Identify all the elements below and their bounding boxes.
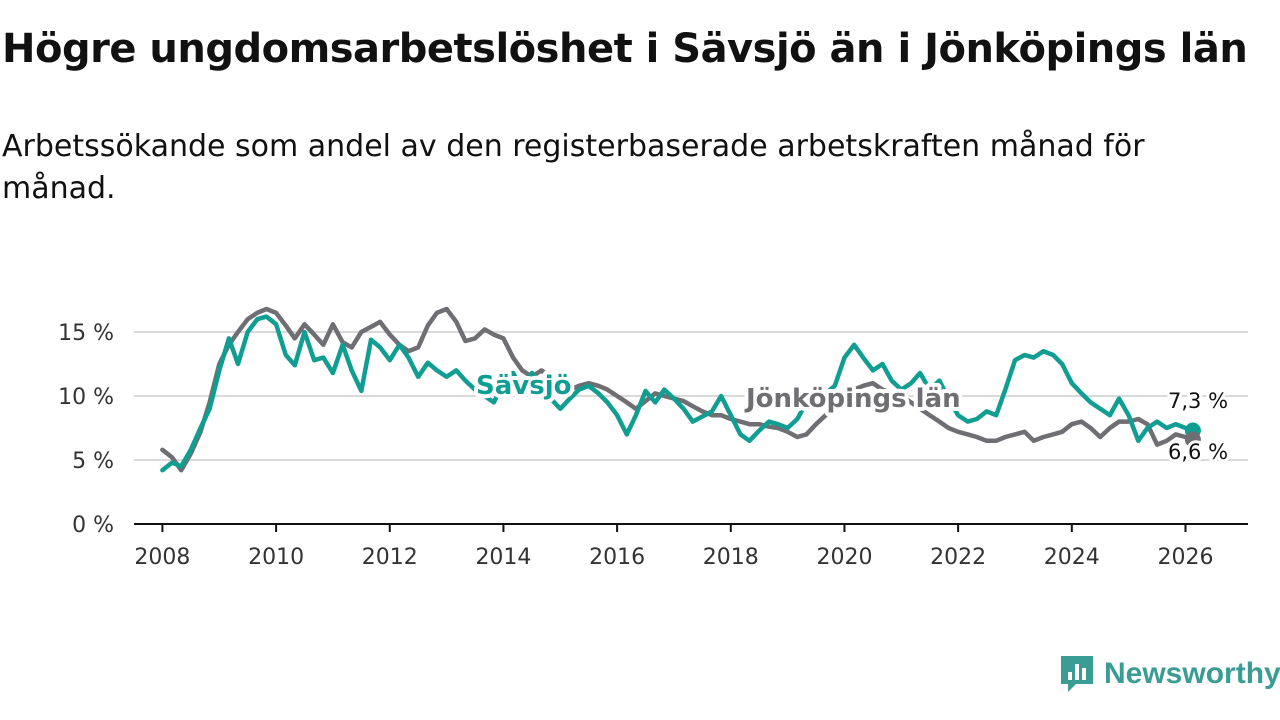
y-tick-label: 0 % [72, 513, 114, 538]
end-label-savsjo: 7,3 % [1168, 389, 1228, 413]
chart-title: Högre ungdomsarbetslöshet i Sävsjö än i … [2, 26, 1248, 72]
x-tick-label: 2010 [248, 545, 304, 570]
x-tick-label: 2014 [475, 545, 531, 570]
series-label-savsjo: Sävsjö [476, 371, 571, 401]
chart-subtitle: Arbetssökande som andel av den registerb… [2, 129, 1145, 206]
x-tick-label: 2016 [589, 545, 645, 570]
x-tick-label: 2008 [134, 545, 190, 570]
y-tick-label: 5 % [72, 449, 114, 474]
x-tick-label: 2026 [1157, 545, 1213, 570]
x-tick-label: 2024 [1044, 545, 1100, 570]
endpoint-jonkopings-lan [1184, 431, 1201, 448]
series-labels: 7,3 % 6,6 % Sävsjö Jönköpings län [472, 367, 1231, 467]
logo-text: Newsworthy [1104, 657, 1280, 690]
series-line-jonkopings-lan [160, 306, 1196, 473]
newsworthy-chart-icon [1061, 656, 1093, 692]
x-tick-label: 2020 [816, 545, 872, 570]
newsworthy-logo: Newsworthy [1058, 654, 1280, 694]
series-label-jonkopings-lan: Jönköpings län [744, 384, 961, 414]
grid-lines [134, 331, 1248, 461]
axes: 0 % 5 % 10 % 15 % 2008 2010 2012 2014 2016 2018 20… [58, 321, 1248, 570]
series-line-savsjo [160, 314, 1196, 473]
end-label-jonkopings-lan: 6,6 % [1168, 440, 1228, 464]
x-tick-label: 2018 [703, 545, 759, 570]
y-tick-label: 10 % [58, 385, 114, 410]
x-tick-label: 2022 [930, 545, 986, 570]
x-tick-label: 2012 [362, 545, 418, 570]
y-tick-label: 15 % [58, 321, 114, 346]
series-lines [160, 306, 1201, 473]
